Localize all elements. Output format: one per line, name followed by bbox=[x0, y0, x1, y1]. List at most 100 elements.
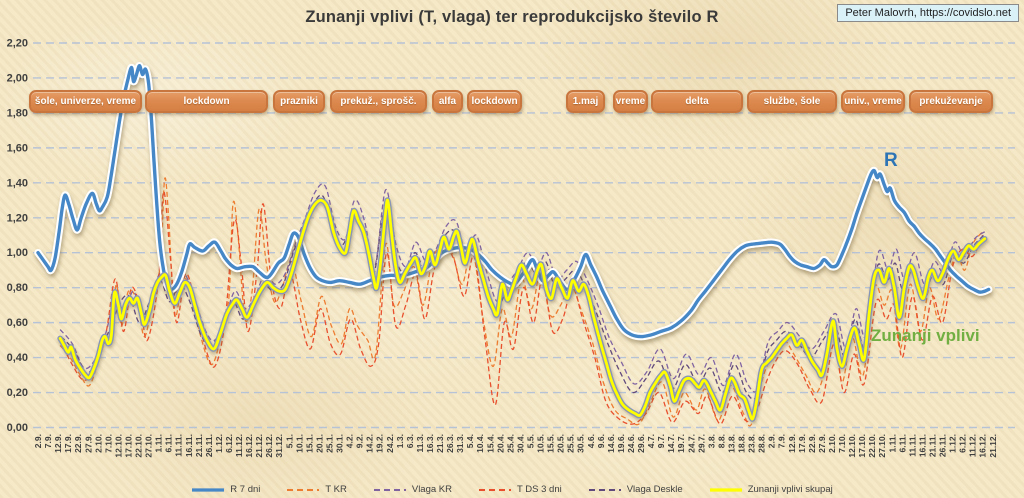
x-axis-tick-label: 12.9. bbox=[787, 434, 797, 453]
phase-box-ole-univerze-vreme: šole, univerze, vreme bbox=[29, 90, 142, 113]
x-axis-tick-label: 6.12. bbox=[958, 434, 968, 453]
x-axis-tick-label: 4.7. bbox=[646, 434, 656, 448]
x-axis-tick-label: 16.3. bbox=[425, 434, 435, 453]
x-axis-tick-label: 30.5. bbox=[576, 434, 586, 453]
x-axis-tick-label: 11.12. bbox=[968, 434, 978, 457]
x-axis-tick-label: 24.6. bbox=[626, 434, 636, 453]
x-axis-tick-label: 6.12. bbox=[224, 434, 234, 453]
x-axis-tick-label: 10.4. bbox=[475, 434, 485, 453]
x-axis-tick-label: 29.7. bbox=[696, 434, 706, 453]
legend-swatch-vlaga-kr bbox=[373, 488, 406, 491]
x-axis-tick-label: 22.9. bbox=[807, 434, 817, 453]
x-axis-tick-label: 4.2. bbox=[345, 434, 355, 448]
x-axis-tick-label: 17.9. bbox=[63, 434, 73, 453]
legend-label: T KR bbox=[325, 484, 347, 495]
series-zunanji-vplivi-skupaj bbox=[58, 198, 987, 421]
phase-box-preku-spro: prekuž., sprošč. bbox=[330, 90, 427, 113]
x-axis-tick-label: 7.9. bbox=[43, 434, 53, 448]
x-axis-tick-label: 26.12. bbox=[264, 434, 274, 458]
legend-item-t-ds-3-dni: T DS 3 dni bbox=[478, 484, 562, 495]
phase-box-alfa: alfa bbox=[432, 90, 463, 113]
legend-label: R 7 dni bbox=[230, 484, 261, 495]
x-axis-tick-label: 10.5. bbox=[536, 434, 546, 453]
x-axis-tick-label: 14.6. bbox=[606, 434, 616, 453]
legend-label: T DS 3 dni bbox=[517, 484, 562, 495]
x-axis-tick-label: 16.12. bbox=[244, 434, 254, 458]
x-axis-tick-label: 11.3. bbox=[415, 434, 425, 452]
legend-swatch-t-kr bbox=[287, 488, 320, 491]
legend-item-zunanji-vplivi-skupaj: Zunanji vplivi skupaj bbox=[709, 484, 833, 495]
x-axis-tick-label: 6.3. bbox=[405, 434, 415, 448]
x-axis-tick-label: 17.10. bbox=[123, 434, 133, 458]
x-axis-tick-label: 11.11. bbox=[907, 434, 917, 457]
x-axis-tick-label: 11.11. bbox=[174, 434, 184, 457]
legend-item-vlaga-deskle: Vlaga Deskle bbox=[588, 484, 683, 495]
phase-box-univ-vreme: univ., vreme bbox=[841, 90, 905, 113]
x-axis-tick-label: 29.6. bbox=[636, 434, 646, 453]
phase-box-delta: delta bbox=[651, 90, 743, 113]
credit-text: Peter Malovrh, https://covidslo.net bbox=[845, 7, 1011, 19]
x-axis-tick-label: 5.1. bbox=[284, 434, 294, 448]
x-axis-tick-label: 12.9. bbox=[53, 434, 63, 453]
x-axis-tick-label: 9.7. bbox=[656, 434, 666, 448]
x-axis-tick-label: 4.6. bbox=[586, 434, 596, 448]
phase-box-preku-evanje: prekuževanje bbox=[909, 90, 993, 113]
x-axis-tick-label: 2.9. bbox=[33, 434, 43, 448]
legend-swatch-vlaga-deskle bbox=[588, 488, 621, 491]
x-axis-tick-label: 24.7. bbox=[686, 434, 696, 453]
legend-swatch-r-7-dni bbox=[192, 487, 225, 492]
phase-box-prazniki: prazniki bbox=[273, 90, 325, 113]
x-axis-tick-label: 26.11. bbox=[938, 434, 948, 457]
x-axis-tick-label: 11.12. bbox=[234, 434, 244, 457]
x-axis-tick-label: 20.1. bbox=[314, 434, 324, 453]
y-axis-tick-label: 2,00 bbox=[7, 72, 28, 84]
x-axis-tick-label: 22.9. bbox=[73, 434, 83, 453]
x-axis-tick-label: 16.12. bbox=[978, 434, 988, 458]
legend: R 7 dni T KR Vlaga KR T DS 3 dni Vlaga Deskl… bbox=[0, 484, 1024, 495]
legend-item-t-kr: T KR bbox=[286, 484, 347, 495]
series-halo-zunanji-vplivi-skupaj bbox=[57, 197, 988, 422]
x-axis-tick-label: 22.10. bbox=[134, 434, 144, 458]
x-axis-tick-label: 15.1. bbox=[304, 434, 314, 453]
x-axis-tick-label: 7.10. bbox=[837, 434, 847, 453]
x-axis-tick-label: 21.11. bbox=[927, 434, 937, 457]
x-axis-tick-label: 21.11. bbox=[194, 434, 204, 457]
y-axis-tick-label: 1,60 bbox=[7, 142, 28, 154]
x-axis-tick-label: 17.10. bbox=[857, 434, 867, 458]
y-axis-tick-label: 2,20 bbox=[7, 38, 28, 50]
x-axis-tick-label: 19.7. bbox=[676, 434, 686, 453]
x-axis-tick-label: 14.7. bbox=[666, 434, 676, 453]
x-axis-tick-label: 12.10. bbox=[113, 434, 123, 458]
series-r-7-dni bbox=[36, 64, 991, 339]
legend-swatch-zunanji-vplivi-skupaj bbox=[709, 487, 742, 492]
x-axis-tick-label: 28.8. bbox=[757, 434, 767, 453]
x-axis-tick-label: 27.9. bbox=[83, 434, 93, 453]
phase-box-vreme: vreme bbox=[613, 90, 648, 113]
x-axis-tick-label: 6.11. bbox=[164, 434, 174, 452]
y-axis-tick-label: 1,80 bbox=[7, 107, 28, 119]
x-axis-tick-label: 7.9. bbox=[777, 434, 787, 448]
y-axis-tick-label: 0,20 bbox=[7, 387, 28, 399]
x-axis-tick-label: 1.11. bbox=[887, 434, 897, 452]
x-axis-tick-label: 10.1. bbox=[294, 434, 304, 453]
phase-box-slu-be-ole: službe, šole bbox=[747, 90, 837, 113]
x-axis-tick-label: 5.5. bbox=[525, 434, 535, 448]
legend-item-vlaga-kr: Vlaga KR bbox=[373, 484, 452, 495]
credit-box: Peter Malovrh, https://covidslo.net bbox=[837, 4, 1019, 22]
x-axis-tick-label: 1.3. bbox=[395, 434, 405, 448]
x-axis-tick-label: 27.9. bbox=[817, 434, 827, 453]
series-vlaga-kr bbox=[59, 183, 986, 393]
x-axis-tick-label: 12.10. bbox=[847, 434, 857, 458]
phase-box-1-maj: 1.maj bbox=[566, 90, 605, 113]
x-axis-tick-label: 1.12. bbox=[948, 434, 958, 453]
x-axis-tick-label: 1.12. bbox=[214, 434, 224, 453]
y-axis-tick-label: 0,60 bbox=[7, 317, 28, 329]
x-axis-tick-label: 21.3. bbox=[435, 434, 445, 453]
x-axis-tick-label: 30.4. bbox=[515, 434, 525, 453]
x-axis-tick-label: 19.2. bbox=[375, 434, 385, 453]
legend-label: Zunanji vplivi skupaj bbox=[747, 484, 833, 495]
phase-box-lockdown: lockdown bbox=[467, 90, 522, 113]
x-axis-tick-label: 17.9. bbox=[797, 434, 807, 453]
legend-item-r-7-dni: R 7 dni bbox=[191, 484, 260, 495]
